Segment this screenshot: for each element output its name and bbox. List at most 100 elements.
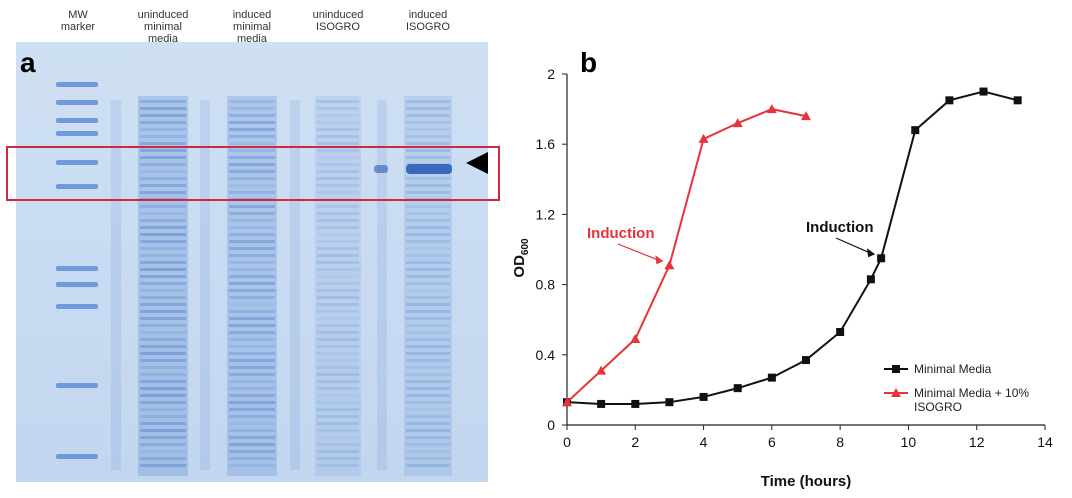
lane-1-band <box>229 296 275 299</box>
lane-2-band <box>317 191 359 194</box>
lane-0-band <box>140 121 186 124</box>
side-lane-2 <box>290 100 300 470</box>
x-axis-label: Time (hours) <box>761 473 852 490</box>
lane-0-band <box>140 338 186 341</box>
lane-2-band <box>317 464 359 467</box>
lane-3-band <box>406 359 450 362</box>
lane-2-band <box>317 450 359 453</box>
lane-2-band <box>317 233 359 236</box>
lane-2-band <box>317 261 359 264</box>
lane-3-band <box>406 345 450 348</box>
lane-3-band <box>406 226 450 229</box>
lane-3-band <box>406 429 450 432</box>
lane-1-band <box>229 191 275 194</box>
lane-3-band <box>406 303 450 306</box>
lane-0-band <box>140 324 186 327</box>
annotation-induction-minimal: Induction <box>806 219 874 236</box>
marker-band-8 <box>56 304 98 309</box>
lane-0-band <box>140 415 186 418</box>
lane-2-band <box>317 289 359 292</box>
lane-3-band <box>406 128 450 131</box>
lane-0-band <box>140 149 186 152</box>
lane-0-band <box>140 289 186 292</box>
lane-0-band <box>140 212 186 215</box>
marker-band-10 <box>56 454 98 459</box>
arrowhead-marker <box>466 152 488 174</box>
lane-label-3-line-1: ISOGRO <box>316 21 360 33</box>
x-tick-label: 6 <box>768 434 776 450</box>
lane-3-band <box>406 240 450 243</box>
lane-0-band <box>140 240 186 243</box>
marker-band-5 <box>56 184 98 189</box>
lane-3-band <box>406 261 450 264</box>
lane-1-band <box>229 415 275 418</box>
panel-a-letter: a <box>20 47 36 78</box>
lane-0-band <box>140 345 186 348</box>
lane-1-band <box>229 128 275 131</box>
lane-2-band <box>317 205 359 208</box>
lane-2-band <box>317 177 359 180</box>
lane-2-band <box>317 149 359 152</box>
lane-0-band <box>140 107 186 110</box>
lane-0-band <box>140 128 186 131</box>
lane-3-band <box>406 450 450 453</box>
lane-1-band <box>229 380 275 383</box>
annotation-arrow-minimal <box>835 237 874 255</box>
lane-0-band <box>140 268 186 271</box>
lane-1-band <box>229 338 275 341</box>
y-tick-label: 2 <box>547 66 555 82</box>
lane-smear-3 <box>404 96 452 476</box>
series-0-point <box>1013 96 1022 105</box>
lane-0-band <box>140 233 186 236</box>
lane-0-band <box>140 429 186 432</box>
x-tick-label: 14 <box>1037 434 1053 450</box>
series-0-point <box>911 126 920 135</box>
series-0-point <box>836 327 845 336</box>
side-band <box>374 165 388 173</box>
lane-2-band <box>317 212 359 215</box>
side-lane-1 <box>200 100 210 470</box>
lane-1-band <box>229 268 275 271</box>
lane-1-band <box>229 261 275 264</box>
lane-2-band <box>317 436 359 439</box>
lane-3-band <box>406 156 450 159</box>
x-tick-label: 8 <box>836 434 844 450</box>
marker-band-2 <box>56 118 98 123</box>
lane-1-band <box>229 233 275 236</box>
lane-2-band <box>317 128 359 131</box>
lane-1-band <box>229 282 275 285</box>
lane-1-band <box>229 247 275 250</box>
x-tick-label: 0 <box>563 434 571 450</box>
series-0-point <box>877 254 886 263</box>
lane-2-band <box>317 100 359 103</box>
series-0-point <box>979 87 988 96</box>
lane-label-4-line-0: induced <box>409 9 448 21</box>
lane-2-band <box>317 331 359 334</box>
lane-2-band <box>317 275 359 278</box>
lane-1-band <box>229 352 275 355</box>
lane-2-band <box>317 142 359 145</box>
lane-0-band <box>140 366 186 369</box>
lane-2-band <box>317 226 359 229</box>
lane-2-band <box>317 408 359 411</box>
lane-1-band <box>229 170 275 173</box>
y-tick-label: 0.8 <box>536 277 556 293</box>
series-line-0 <box>566 90 1018 405</box>
lane-2-band <box>317 324 359 327</box>
lane-0-band <box>140 296 186 299</box>
series-0-point <box>631 399 640 408</box>
series-0-point <box>597 399 606 408</box>
lane-smear-1 <box>227 96 277 476</box>
lane-0-band <box>140 303 186 306</box>
lane-2-band <box>317 394 359 397</box>
lane-1-band <box>229 226 275 229</box>
lane-0-band <box>140 359 186 362</box>
lane-2-band <box>317 219 359 222</box>
lane-label-2-line-1: minimal <box>233 21 271 33</box>
lane-3-band <box>406 457 450 460</box>
x-tick-label: 4 <box>700 434 708 450</box>
lane-label-1-line-1: minimal <box>144 21 182 33</box>
lane-1-band <box>229 205 275 208</box>
